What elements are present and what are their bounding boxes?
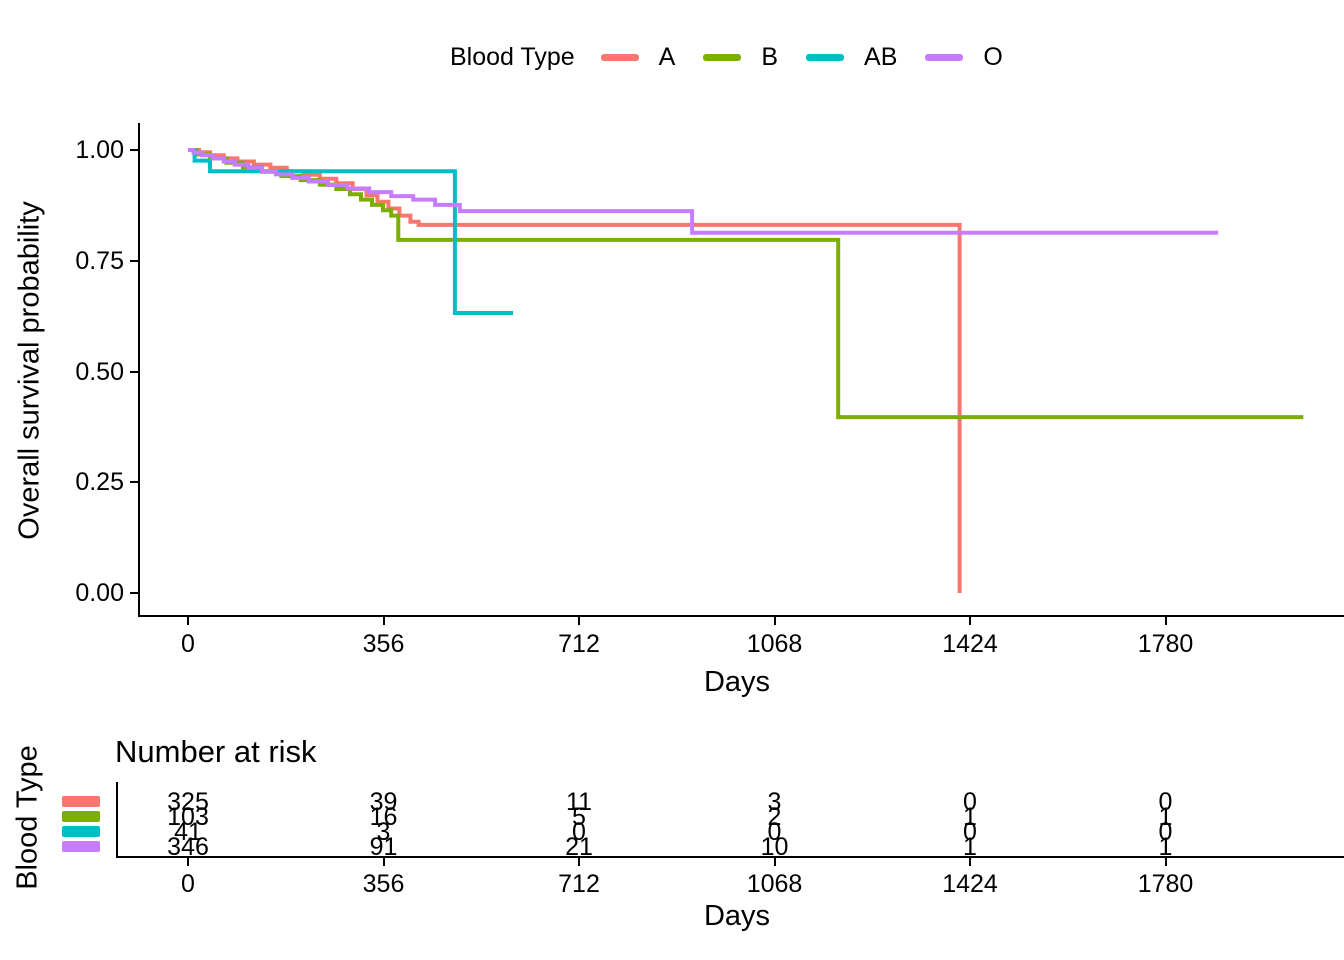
risk-row-swatch-ab-icon (62, 826, 100, 837)
risk-count-b: 1 (963, 803, 977, 831)
x-tick-label: 712 (558, 630, 600, 658)
survival-curve-ab (188, 148, 514, 315)
risk-count-a: 0 (1158, 788, 1173, 816)
risk-count-b: 1 (1158, 803, 1173, 831)
risk-x-tick-mark (969, 858, 971, 866)
x-tick-label: 1424 (942, 630, 998, 658)
x-tick-mark (382, 617, 385, 625)
legend-key-a-icon (600, 53, 639, 61)
risk-x-tick-label: 1424 (942, 870, 998, 898)
risk-x-tick-mark (1164, 858, 1167, 866)
risk-count-a: 0 (963, 788, 977, 816)
risk-x-tick-label: 1780 (1137, 870, 1194, 898)
risk-count-o: 346 (167, 833, 209, 861)
risk-count-o: 1 (1158, 833, 1173, 861)
risk-x-tick-label: 712 (558, 870, 600, 898)
risk-x-tick-mark (773, 858, 776, 866)
risk-x-tick-mark (187, 858, 189, 866)
risk-count-b: 2 (767, 803, 782, 831)
legend-item-b: B (703, 42, 779, 71)
risk-x-tick-mark (578, 858, 580, 866)
risk-table-title: Number at risk (115, 734, 317, 769)
risk-table-y-axis-line (116, 782, 118, 857)
y-tick-mark (130, 259, 138, 262)
legend-label-b: B (761, 42, 779, 71)
survival-curve-a (188, 148, 962, 593)
risk-count-b: 16 (369, 803, 398, 831)
y-tick-mark (130, 370, 138, 373)
legend-item-ab: AB (806, 42, 898, 71)
x-tick-label: 356 (362, 630, 405, 658)
x-tick-mark (969, 617, 971, 625)
y-axis-line (138, 123, 140, 616)
risk-count-a: 11 (566, 788, 592, 816)
risk-count-ab: 41 (174, 818, 202, 846)
legend-label-o: O (983, 42, 1003, 71)
risk-table-x-axis-line (116, 856, 1344, 858)
y-tick-label: 0.50 (75, 357, 124, 386)
x-tick-mark (187, 617, 189, 625)
risk-count-a: 39 (369, 788, 398, 816)
legend-item-o: O (925, 42, 1003, 71)
plot-legend: Blood Type A B AB O (450, 40, 1003, 74)
x-tick-label: 0 (181, 630, 195, 658)
x-axis-line (138, 615, 1344, 617)
risk-count-o: 10 (760, 833, 789, 861)
risk-count-o: 21 (565, 833, 593, 861)
risk-x-tick-label: 1068 (746, 870, 803, 898)
y-tick-label: 0.75 (75, 246, 124, 275)
y-tick-mark (130, 481, 138, 484)
y-tick-label: 0.00 (75, 579, 124, 607)
risk-count-a: 325 (167, 788, 209, 816)
risk-table-y-axis-title: Blood Type (11, 745, 44, 890)
risk-count-ab: 0 (963, 818, 977, 846)
risk-row-swatch-a-icon (62, 796, 100, 807)
x-axis-title: Days (703, 666, 771, 698)
risk-count-b: 5 (572, 803, 586, 831)
legend-title: Blood Type (450, 42, 575, 71)
risk-count-b: 103 (167, 803, 209, 831)
x-tick-label: 1068 (746, 630, 803, 658)
risk-count-ab: 0 (572, 818, 586, 846)
x-tick-mark (578, 617, 580, 625)
y-tick-mark (130, 592, 138, 594)
x-tick-label: 1780 (1137, 630, 1194, 658)
risk-x-tick-label: 0 (181, 870, 195, 898)
risk-count-ab: 3 (376, 818, 391, 846)
survival-curve-o (188, 148, 1219, 235)
legend-label-ab: AB (864, 42, 898, 71)
legend-item-a: A (600, 42, 676, 71)
risk-count-o: 91 (369, 833, 398, 861)
risk-x-tick-mark (382, 858, 385, 866)
risk-count-ab: 0 (767, 818, 782, 846)
risk-count-o: 1 (963, 833, 977, 861)
risk-row-swatch-b-icon (62, 811, 100, 822)
legend-items: A B AB O (600, 42, 1003, 71)
y-tick-mark (130, 149, 138, 151)
risk-table-x-axis-title: Days (703, 900, 771, 932)
risk-count-ab: 0 (1158, 818, 1173, 846)
legend-key-o-icon (925, 53, 964, 61)
x-tick-mark (773, 617, 776, 625)
x-tick-mark (1164, 617, 1167, 625)
legend-label-a: A (658, 42, 676, 71)
y-tick-label: 0.25 (75, 468, 124, 497)
legend-key-b-icon (703, 53, 742, 61)
risk-count-a: 3 (767, 788, 782, 816)
legend-key-ab-icon (806, 53, 845, 61)
risk-row-swatch-o-icon (62, 841, 100, 852)
risk-x-tick-label: 356 (362, 870, 405, 898)
y-tick-label: 1.00 (75, 136, 124, 164)
